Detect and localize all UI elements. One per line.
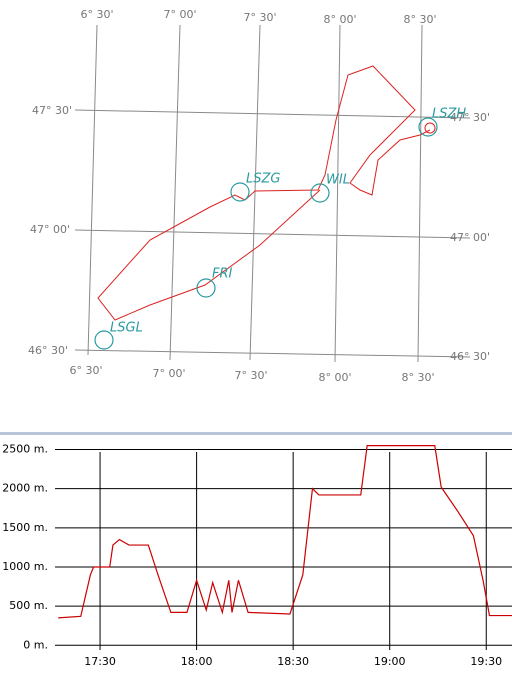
home-marker xyxy=(424,122,436,134)
y-tick-label: 0 m. xyxy=(23,638,48,651)
x-tick-label: 17:30 xyxy=(84,655,116,668)
lon-label: 7° 30' xyxy=(243,11,276,24)
lat-label: 47° 30' xyxy=(450,111,490,124)
x-tick-label: 19:30 xyxy=(470,655,502,668)
lon-label: 6° 30' xyxy=(80,8,113,21)
lon-label: 7° 30' xyxy=(234,369,267,382)
y-tick-label: 2000 m. xyxy=(2,482,48,495)
waypoint-label: LSZG xyxy=(246,172,280,187)
x-tick-label: 18:00 xyxy=(181,655,213,668)
waypoint-label: WIL xyxy=(326,173,350,188)
y-tick-label: 2500 m. xyxy=(2,443,48,456)
map: 6° 30' 7° 00' 7° 30' 8° 00' 8° 30' 6° 30… xyxy=(28,8,490,384)
waypoint-label: LSGL xyxy=(110,321,143,336)
waypoint-label: FRI xyxy=(212,267,233,282)
waypoint-label: LSZH xyxy=(432,107,466,122)
separator xyxy=(0,432,512,435)
lat-label: 47° 00' xyxy=(30,223,70,236)
lat-label: 46° 30' xyxy=(450,350,490,363)
y-tick-label: 1500 m. xyxy=(2,521,48,534)
lon-label: 7° 00' xyxy=(152,367,185,380)
lon-label: 7° 00' xyxy=(163,8,196,21)
lon-label: 8° 00' xyxy=(323,13,356,26)
lon-label: 8° 30' xyxy=(401,371,434,384)
lon-label: 8° 00' xyxy=(318,371,351,384)
lat-label: 46° 30' xyxy=(28,344,68,357)
lon-label: 6° 30' xyxy=(69,364,102,377)
x-tick-label: 18:30 xyxy=(277,655,309,668)
lat-label: 47° 00' xyxy=(450,231,490,244)
x-tick-label: 19:00 xyxy=(374,655,406,668)
y-tick-label: 1000 m. xyxy=(2,560,48,573)
lat-label: 47° 30' xyxy=(32,104,72,117)
altitude-chart: 0 m. 500 m. 1000 m. 1500 m. 2000 m. 2500 m. 17… xyxy=(0,432,512,668)
flight-track xyxy=(97,65,431,321)
waypoint-markers xyxy=(94,117,438,350)
y-tick-label: 500 m. xyxy=(9,599,48,612)
altitude-line xyxy=(58,445,512,619)
lon-label: 8° 30' xyxy=(403,13,436,26)
